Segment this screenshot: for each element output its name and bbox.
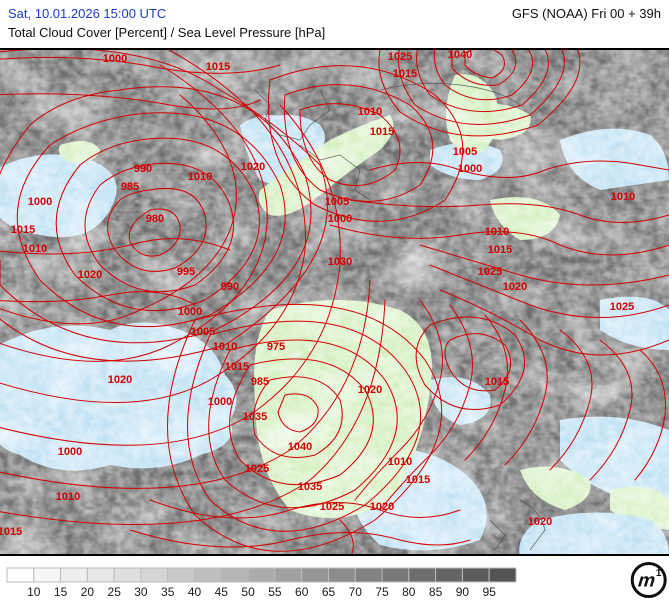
svg-text:1000: 1000 <box>58 446 82 458</box>
svg-text:1020: 1020 <box>108 374 132 386</box>
svg-text:1000: 1000 <box>458 163 482 175</box>
svg-text:1025: 1025 <box>245 463 269 475</box>
svg-text:1020: 1020 <box>78 269 102 281</box>
svg-text:1015: 1015 <box>370 126 394 138</box>
svg-text:990: 990 <box>221 281 239 293</box>
svg-text:10: 10 <box>27 585 41 599</box>
svg-text:1025: 1025 <box>610 301 634 313</box>
svg-text:995: 995 <box>177 266 195 278</box>
svg-text:1010: 1010 <box>23 243 47 255</box>
svg-text:65: 65 <box>322 585 336 599</box>
svg-text:1020: 1020 <box>503 281 527 293</box>
svg-text:980: 980 <box>146 213 164 225</box>
svg-text:1010: 1010 <box>188 171 212 183</box>
svg-text:1025: 1025 <box>388 51 412 63</box>
svg-text:20: 20 <box>81 585 95 599</box>
svg-text:990: 990 <box>134 163 152 175</box>
svg-text:60: 60 <box>295 585 309 599</box>
svg-text:1015: 1015 <box>11 224 35 236</box>
svg-text:1040: 1040 <box>288 441 312 453</box>
svg-text:1010: 1010 <box>611 191 635 203</box>
svg-text:1020: 1020 <box>528 516 552 528</box>
svg-text:1000: 1000 <box>103 53 127 65</box>
svg-text:80: 80 <box>402 585 416 599</box>
svg-text:40: 40 <box>188 585 202 599</box>
svg-text:15: 15 <box>54 585 68 599</box>
svg-text:75: 75 <box>375 585 389 599</box>
svg-text:985: 985 <box>251 376 269 388</box>
svg-text:25: 25 <box>108 585 122 599</box>
svg-text:1035: 1035 <box>298 481 322 493</box>
svg-text:1005: 1005 <box>325 196 349 208</box>
svg-text:1000: 1000 <box>178 306 202 318</box>
svg-text:1020: 1020 <box>358 384 382 396</box>
svg-text:1010: 1010 <box>485 226 509 238</box>
svg-text:1015: 1015 <box>485 376 509 388</box>
svg-text:1030: 1030 <box>328 256 352 268</box>
svg-text:1025: 1025 <box>478 266 502 278</box>
svg-text:1005: 1005 <box>191 326 215 338</box>
svg-text:1040: 1040 <box>448 50 472 61</box>
svg-text:55: 55 <box>268 585 282 599</box>
svg-text:1010: 1010 <box>388 456 412 468</box>
svg-text:1015: 1015 <box>225 361 249 373</box>
svg-text:85: 85 <box>429 585 443 599</box>
svg-text:1000: 1000 <box>328 213 352 225</box>
svg-text:1010: 1010 <box>358 106 382 118</box>
svg-text:35: 35 <box>161 585 175 599</box>
svg-text:1015: 1015 <box>206 61 230 73</box>
svg-text:95: 95 <box>483 585 497 599</box>
svg-text:45: 45 <box>215 585 229 599</box>
svg-text:90: 90 <box>456 585 470 599</box>
svg-text:975: 975 <box>267 341 285 353</box>
svg-text:50: 50 <box>241 585 255 599</box>
svg-text:m: m <box>637 571 656 592</box>
svg-text:1020: 1020 <box>241 161 265 173</box>
svg-text:1025: 1025 <box>320 501 344 513</box>
svg-text:1020: 1020 <box>370 501 394 513</box>
svg-text:1015: 1015 <box>0 526 22 538</box>
svg-text:1015: 1015 <box>393 68 417 80</box>
svg-text:1010: 1010 <box>56 491 80 503</box>
svg-text:1005: 1005 <box>453 146 477 158</box>
svg-text:985: 985 <box>121 181 139 193</box>
svg-text:1010: 1010 <box>213 341 237 353</box>
svg-text:1: 1 <box>656 568 662 579</box>
svg-text:70: 70 <box>349 585 363 599</box>
svg-text:1015: 1015 <box>488 244 512 256</box>
svg-text:1035: 1035 <box>243 411 267 423</box>
svg-text:1000: 1000 <box>208 396 232 408</box>
svg-text:1015: 1015 <box>406 474 430 486</box>
svg-text:30: 30 <box>134 585 148 599</box>
svg-text:1000: 1000 <box>28 196 52 208</box>
